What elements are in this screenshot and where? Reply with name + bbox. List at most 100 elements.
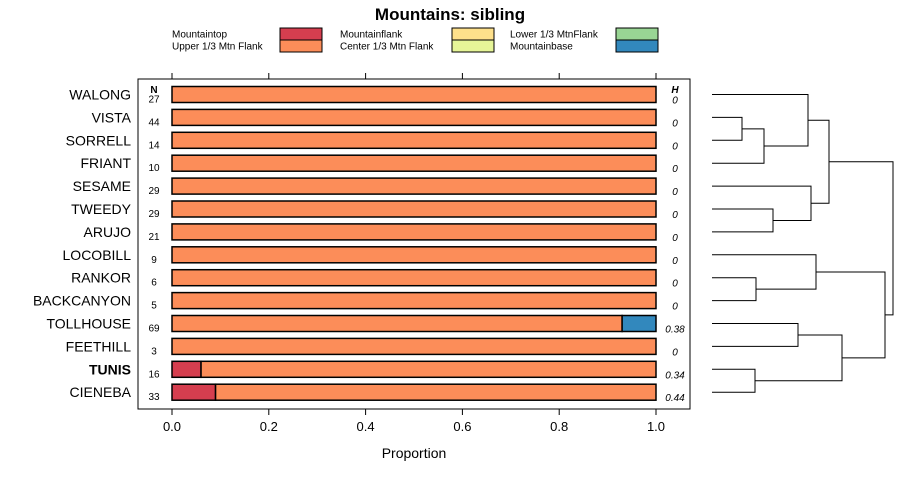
x-tick-label-0-2: 0.2 [260, 419, 278, 434]
n-value-tollhouse: 69 [148, 324, 160, 335]
row-label-tweedy: TWEEDY [71, 201, 132, 217]
h-value-arujo: 0 [672, 233, 678, 244]
legend-label-center-1-3-mtn-flank: Center 1/3 Mtn Flank [340, 42, 434, 53]
row-label-tollhouse: TOLLHOUSE [46, 316, 131, 332]
top-axis-ticks [171, 73, 657, 79]
h-value-sesame: 0 [672, 187, 678, 198]
bar-row-tweedy: TWEEDY 29 0 [71, 200, 678, 221]
h-value-sorrell: 0 [672, 141, 678, 152]
legend-swatch-mountainbase [615, 39, 659, 53]
bar-row-tollhouse: TOLLHOUSE 69 0.38 [46, 314, 685, 336]
dendrogram-link-tweedy-arujo [712, 208, 774, 233]
bar-segment-friant-upper-1-3-mtn-flank [171, 154, 657, 172]
bar-row-walong: WALONG 27 0 [69, 85, 678, 107]
dendrogram-root [829, 161, 894, 316]
row-label-sorrell: SORRELL [66, 132, 132, 148]
row-label-arujo: ARUJO [84, 224, 132, 240]
bar-row-friant: FRIANT 10 0 [80, 154, 678, 175]
bar-row-backcanyon: BACKCANYON 5 0 [33, 291, 678, 313]
bar-segment-cieneba-upper-1-3-mtn-flank [214, 383, 657, 401]
n-value-walong: 27 [148, 95, 160, 106]
chart-title: Mountains: sibling [375, 5, 525, 24]
n-value-sorrell: 14 [148, 140, 160, 151]
legend-swatch-center-1-3-mtn-flank [451, 39, 495, 53]
row-label-friant: FRIANT [80, 155, 131, 171]
row-label-cieneba: CIENEBA [70, 384, 132, 400]
h-value-cieneba: 0.44 [665, 393, 685, 404]
h-value-vista: 0 [672, 118, 678, 129]
row-label-vista: VISTA [92, 109, 132, 125]
bar-segment-tollhouse-upper-1-3-mtn-flank [171, 314, 623, 333]
bar-segment-sesame-upper-1-3-mtn-flank [171, 177, 657, 195]
bar-segment-cieneba-mountaintop [171, 383, 217, 401]
legend-label-upper-1-3-mtn-flank: Upper 1/3 Mtn Flank [172, 42, 264, 53]
n-value-tweedy: 29 [148, 209, 160, 220]
plot-frame [137, 78, 691, 410]
legend-swatch-upper-1-3-mtn-flank [279, 39, 323, 53]
x-tick-label-0-0: 0.0 [163, 419, 181, 434]
n-column-header: N [150, 85, 157, 96]
legend: Mountaintop Mountainflank Lower 1/3 MtnFla… [172, 27, 659, 53]
legend-label-mountainflank: Mountainflank [340, 30, 403, 41]
dendrogram-link-walong [712, 94, 809, 147]
legend-swatch-mountaintop [279, 27, 323, 41]
legend-label-mountaintop: Mountaintop [172, 30, 227, 41]
dendrogram-link-cluster-b [816, 271, 886, 359]
dendrogram [712, 94, 894, 393]
bar-row-rankor: RANKOR 6 0 [71, 268, 678, 290]
legend-label-lower-1-3-mtnflank: Lower 1/3 MtnFlank [510, 30, 599, 41]
x-tick-label-1-0: 1.0 [647, 419, 665, 434]
x-tick-label-0-6: 0.6 [453, 419, 471, 434]
bar-segment-walong-upper-1-3-mtn-flank [171, 85, 657, 104]
bar-row-sesame: SESAME 29 0 [73, 177, 678, 198]
n-value-feethill: 3 [151, 346, 157, 357]
n-value-cieneba: 33 [148, 392, 160, 403]
row-label-rankor: RANKOR [71, 270, 131, 286]
x-tick-label-0-8: 0.8 [550, 419, 568, 434]
h-value-tweedy: 0 [672, 210, 678, 221]
legend-swatch-mountainflank [451, 27, 495, 41]
dendrogram-link-rankor-backcanyon [712, 277, 757, 302]
row-label-feethill: FEETHILL [66, 338, 132, 354]
n-value-rankor: 6 [151, 278, 157, 289]
dendrogram-link-tunis-cieneba [712, 368, 756, 393]
bar-segment-tweedy-upper-1-3-mtn-flank [171, 200, 657, 218]
n-value-locobill: 9 [151, 255, 157, 266]
h-value-tollhouse: 0.38 [665, 325, 685, 336]
bar-segment-tollhouse-mountainbase [621, 314, 657, 333]
n-value-arujo: 21 [148, 232, 160, 243]
dendrogram-link-vista-sorrell [712, 116, 743, 141]
h-value-walong: 0 [672, 96, 678, 107]
bar-segment-arujo-upper-1-3-mtn-flank [171, 223, 657, 241]
n-value-backcanyon: 5 [151, 301, 157, 312]
n-value-tunis: 16 [148, 369, 160, 380]
dendrogram-link-locobill [712, 254, 817, 290]
h-value-backcanyon: 0 [672, 302, 678, 313]
bar-segment-vista-upper-1-3-mtn-flank [171, 108, 657, 127]
dendrogram-link-friant [712, 128, 765, 164]
bar-row-sorrell: SORRELL 14 0 [66, 131, 678, 152]
legend-label-mountainbase: Mountainbase [510, 42, 573, 53]
bar-segment-feethill-upper-1-3-mtn-flank [171, 337, 657, 356]
bar-segment-sorrell-upper-1-3-mtn-flank [171, 131, 657, 150]
bar-segment-tunis-upper-1-3-mtn-flank [200, 360, 657, 379]
bar-segment-tunis-mountaintop [171, 360, 202, 379]
h-column-header: H [671, 85, 679, 96]
bar-row-tunis: TUNIS 16 0.34 [89, 360, 685, 381]
n-value-sesame: 29 [148, 186, 160, 197]
row-label-tunis: TUNIS [89, 361, 131, 377]
n-value-vista: 44 [148, 117, 160, 128]
bar-segment-rankor-upper-1-3-mtn-flank [171, 268, 657, 287]
h-value-rankor: 0 [672, 279, 678, 290]
bar-row-arujo: ARUJO 21 0 [84, 223, 678, 244]
h-value-locobill: 0 [672, 256, 678, 267]
dendrogram-link-tollhouse-feethill [712, 323, 799, 347]
n-value-friant: 10 [148, 163, 160, 174]
h-value-feethill: 0 [672, 347, 678, 358]
row-label-sesame: SESAME [73, 178, 131, 194]
bar-row-cieneba: CIENEBA 33 0.44 [70, 383, 685, 404]
x-axis: 0.0 0.2 0.4 0.6 0.8 1.0 [163, 409, 665, 434]
dendrogram-link-sesame [712, 185, 812, 221]
row-label-locobill: LOCOBILL [63, 247, 132, 263]
